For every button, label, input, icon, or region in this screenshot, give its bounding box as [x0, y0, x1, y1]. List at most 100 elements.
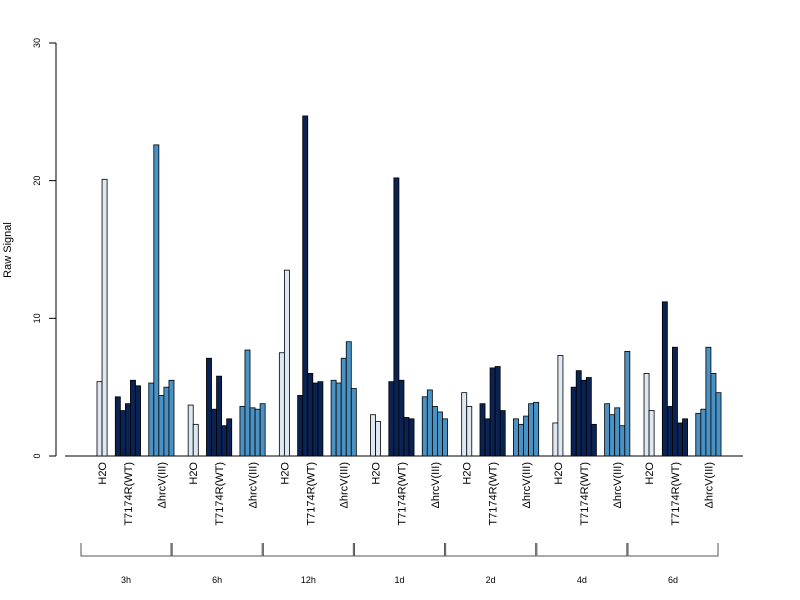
bar [153, 144, 160, 457]
bar [206, 357, 212, 457]
bar [619, 425, 626, 457]
group-label: H2O [644, 462, 656, 485]
y-axis: 0 10 20 30 [32, 38, 57, 459]
bar [216, 375, 223, 457]
bar [101, 178, 108, 457]
bar [431, 406, 438, 457]
bar [672, 346, 678, 457]
bars [96, 115, 722, 457]
bar [114, 396, 121, 457]
group-label: ΔhrcV(III) [521, 462, 533, 508]
bar [705, 346, 712, 457]
bar [461, 392, 468, 457]
timepoint-bracket [627, 543, 719, 557]
timepoint-label: 12h [301, 575, 316, 585]
bar [624, 350, 631, 457]
group-label: T7174R(WT) [670, 462, 682, 526]
bar [125, 403, 131, 457]
bar [163, 386, 170, 457]
bar [648, 410, 655, 457]
bar [643, 372, 650, 457]
bar [297, 395, 304, 457]
bar [437, 411, 443, 457]
bar [239, 406, 246, 457]
timepoint-label: 2d [486, 575, 496, 585]
bar [570, 386, 577, 457]
group-label: H2O [279, 462, 291, 485]
bar [340, 357, 347, 457]
group-label: ΔhrcV(III) [248, 462, 260, 508]
group-label: T7174R(WT) [579, 462, 591, 526]
bar [666, 406, 673, 457]
group-label: T7174R(WT) [488, 462, 500, 526]
group-label: H2O [371, 462, 383, 485]
bar [307, 372, 314, 457]
bar [370, 414, 376, 457]
bar [499, 410, 506, 457]
timepoint-bracket [80, 543, 172, 557]
group-label: H2O [97, 462, 109, 485]
bar [682, 418, 688, 457]
bar [695, 412, 702, 457]
bar [254, 408, 261, 457]
bar [677, 422, 683, 457]
group-label: H2O [188, 462, 200, 485]
bar [552, 422, 559, 457]
bar [192, 423, 199, 457]
bar [442, 418, 448, 457]
timepoint-bracket [536, 543, 628, 557]
y-axis-label: Raw Signal [2, 222, 14, 278]
group-label: T7174R(WT) [305, 462, 317, 526]
timepoint-bracket [445, 543, 537, 557]
bar [211, 408, 217, 457]
group-labels: H2O T7174R(WT) ΔhrcV(III) H2O T7174R(WT) Δhrc… [97, 462, 715, 526]
group-label: ΔhrcV(III) [703, 462, 715, 508]
bar [226, 418, 233, 457]
bar [302, 115, 309, 457]
group-label: H2O [553, 462, 565, 485]
bar [335, 382, 342, 457]
bar [350, 388, 357, 457]
group-label: ΔhrcV(III) [156, 462, 168, 508]
bar [710, 372, 717, 457]
group-label: T7174R(WT) [396, 462, 408, 526]
group-label: ΔhrcV(III) [339, 462, 351, 508]
bar [345, 341, 352, 457]
bar [187, 404, 194, 457]
bar [375, 421, 382, 457]
bar [484, 418, 491, 457]
bar [283, 269, 290, 457]
bar [523, 415, 529, 457]
bar [426, 389, 433, 457]
bar [317, 381, 324, 457]
bar [119, 410, 126, 457]
bar [700, 408, 707, 457]
bar [528, 403, 535, 457]
group-label: T7174R(WT) [214, 462, 226, 526]
bar [278, 352, 285, 457]
bar [221, 425, 228, 457]
y-tick-label: 30 [32, 38, 42, 48]
y-tick-label: 20 [32, 176, 42, 186]
group-label: ΔhrcV(III) [612, 462, 624, 508]
group-label: T7174R(WT) [123, 462, 135, 526]
bar [580, 379, 587, 457]
bar [614, 407, 621, 457]
bar [557, 355, 564, 457]
bar [585, 377, 592, 457]
bar [715, 392, 722, 457]
bar [494, 366, 501, 457]
bar [330, 379, 337, 457]
timepoint-label: 6h [212, 575, 222, 585]
bar [148, 382, 155, 457]
y-tick-label: 10 [32, 313, 42, 323]
bar [590, 423, 597, 457]
bar [489, 367, 496, 457]
bar [249, 407, 256, 457]
bar [479, 403, 486, 457]
bar [466, 406, 473, 457]
bar [135, 385, 141, 457]
bar [661, 301, 668, 457]
bar [513, 418, 519, 457]
